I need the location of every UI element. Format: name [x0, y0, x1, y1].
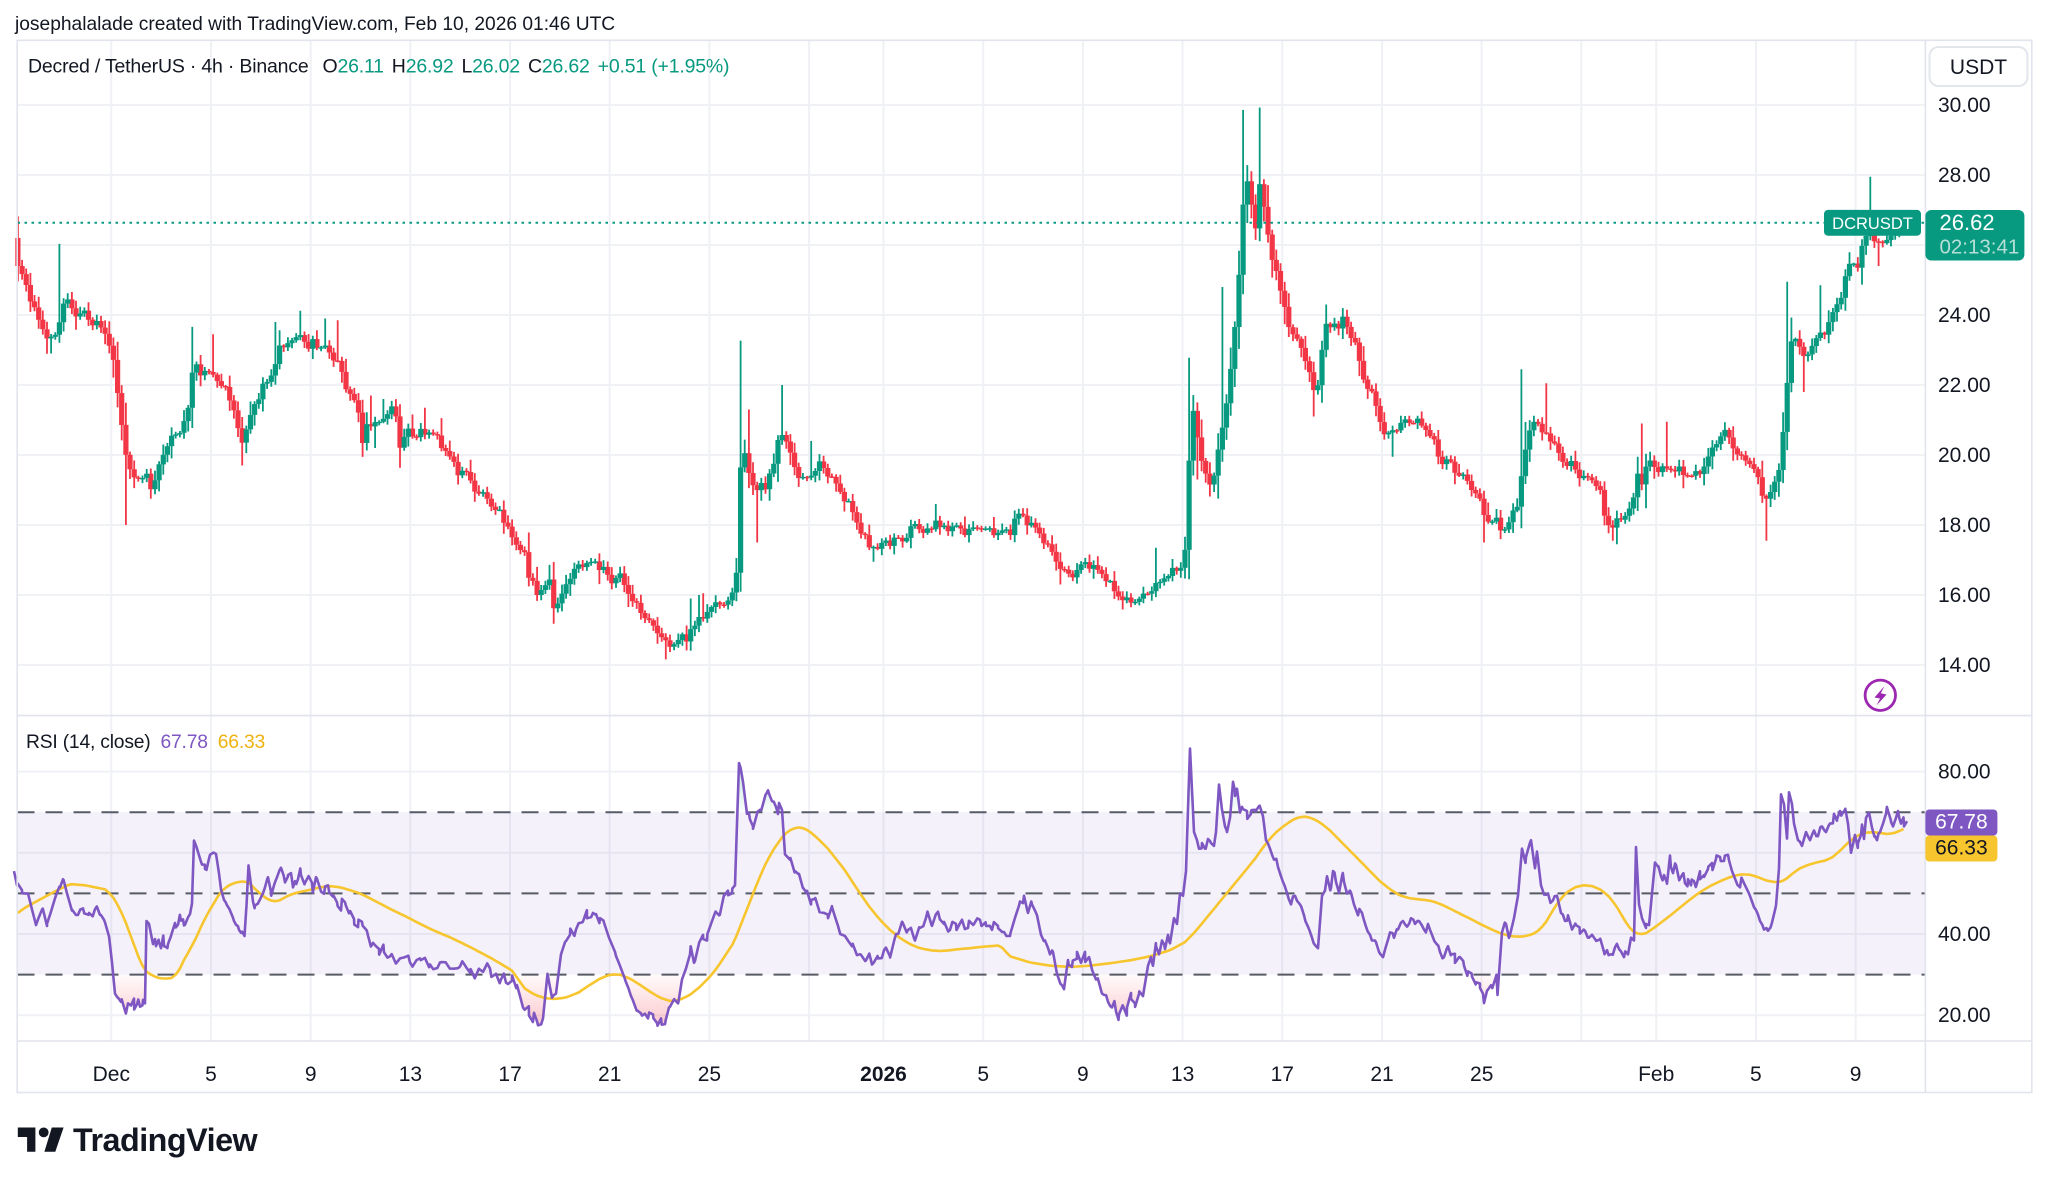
svg-text:26.62: 26.62 [1940, 210, 1995, 235]
svg-text:18.00: 18.00 [1938, 514, 1991, 537]
svg-text:9: 9 [1850, 1063, 1862, 1086]
svg-text:24.00: 24.00 [1938, 304, 1991, 327]
svg-text:DCRUSDT: DCRUSDT [1832, 215, 1913, 233]
svg-text:Feb: Feb [1638, 1063, 1674, 1086]
svg-text:66.33: 66.33 [1935, 837, 1988, 860]
svg-text:25: 25 [1470, 1063, 1493, 1086]
svg-text:25: 25 [698, 1063, 721, 1086]
svg-text:20.00: 20.00 [1938, 1004, 1991, 1027]
svg-text:9: 9 [305, 1063, 317, 1086]
svg-text:17: 17 [1271, 1063, 1294, 1086]
svg-text:22.00: 22.00 [1938, 374, 1991, 397]
svg-text:Dec: Dec [93, 1063, 130, 1086]
svg-text:5: 5 [977, 1063, 989, 1086]
svg-text:02:13:41: 02:13:41 [1940, 236, 2020, 259]
svg-text:40.00: 40.00 [1938, 923, 1991, 946]
svg-text:13: 13 [1171, 1063, 1194, 1086]
svg-text:TradingView: TradingView [73, 1122, 259, 1158]
svg-text:9: 9 [1077, 1063, 1089, 1086]
svg-text:30.00: 30.00 [1938, 94, 1991, 117]
svg-text:5: 5 [1750, 1063, 1762, 1086]
svg-text:16.00: 16.00 [1938, 584, 1991, 607]
svg-text:80.00: 80.00 [1938, 761, 1991, 784]
svg-text:67.78: 67.78 [1935, 811, 1988, 834]
svg-text:5: 5 [205, 1063, 217, 1086]
svg-text:2026: 2026 [860, 1063, 907, 1086]
svg-text:14.00: 14.00 [1938, 654, 1991, 677]
svg-text:13: 13 [399, 1063, 422, 1086]
svg-text:21: 21 [598, 1063, 621, 1086]
svg-text:17: 17 [498, 1063, 521, 1086]
svg-text:28.00: 28.00 [1938, 164, 1991, 187]
svg-text:20.00: 20.00 [1938, 444, 1991, 467]
svg-text:21: 21 [1370, 1063, 1393, 1086]
svg-text:Decred / TetherUS · 4h · Binan: Decred / TetherUS · 4h · Binance O26.11 H2… [28, 56, 729, 78]
svg-text:USDT: USDT [1950, 56, 2007, 79]
svg-text:josephalalade created with Tra: josephalalade created with TradingView.c… [14, 14, 615, 35]
